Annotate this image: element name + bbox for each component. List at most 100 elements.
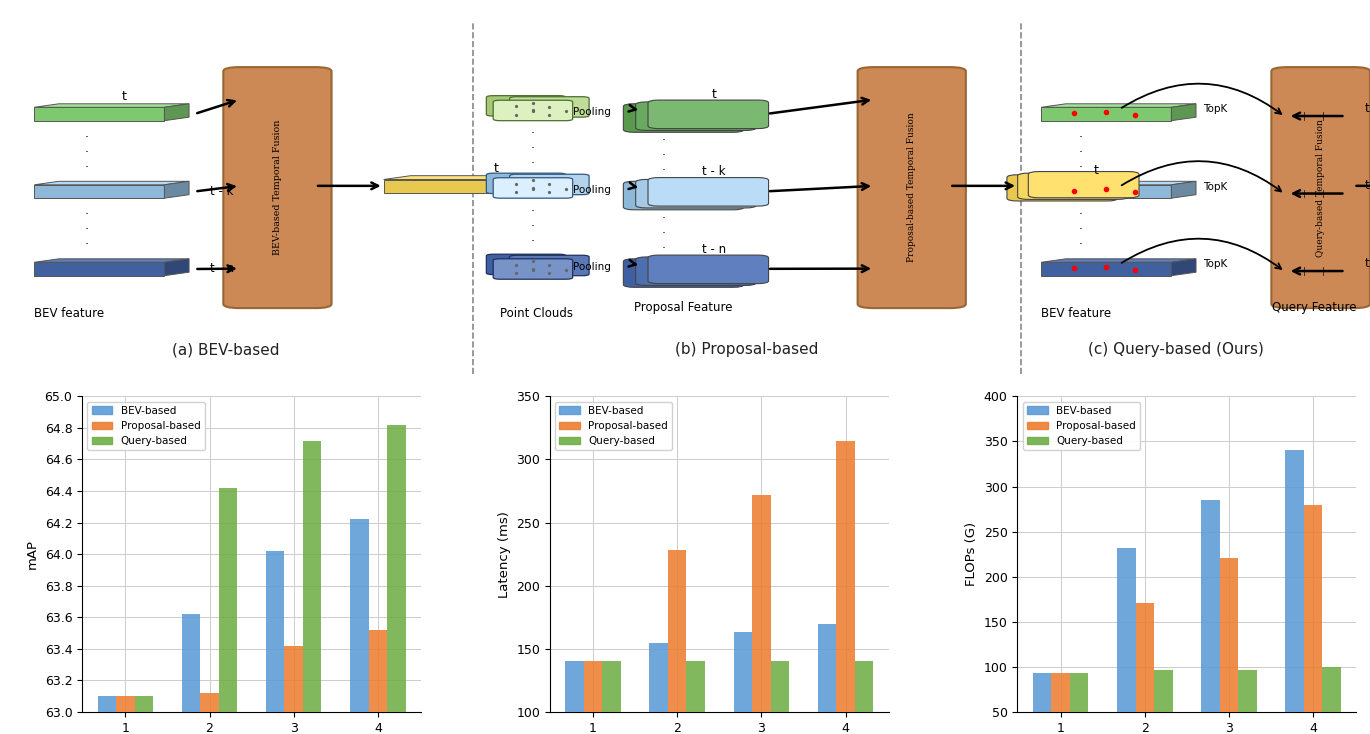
Bar [1201, 500, 1219, 734]
Bar [818, 624, 836, 734]
Bar [285, 646, 303, 734]
FancyBboxPatch shape [1284, 189, 1344, 197]
Text: Query-based Temporal Fusion: Query-based Temporal Fusion [1317, 119, 1325, 257]
FancyArrowPatch shape [1122, 239, 1281, 269]
Text: Proposal Feature: Proposal Feature [634, 301, 733, 314]
FancyBboxPatch shape [493, 259, 573, 279]
FancyBboxPatch shape [623, 181, 744, 210]
Bar [752, 495, 770, 734]
Text: t - n: t - n [210, 263, 234, 275]
Legend: BEV-based, Proposal-based, Query-based: BEV-based, Proposal-based, Query-based [88, 401, 204, 451]
Bar [603, 661, 621, 734]
Text: Point Clouds: Point Clouds [500, 308, 573, 321]
Y-axis label: FLOPs (G): FLOPs (G) [966, 522, 978, 586]
Text: t - n: t - n [1365, 257, 1370, 270]
Bar [649, 642, 669, 734]
Text: BEV-based Temporal Fusion: BEV-based Temporal Fusion [273, 120, 282, 255]
Polygon shape [1041, 181, 1196, 185]
FancyBboxPatch shape [1284, 112, 1344, 120]
Bar [669, 550, 686, 734]
Y-axis label: mAP: mAP [26, 539, 40, 569]
Text: t - k: t - k [1365, 179, 1370, 192]
Bar [1238, 669, 1256, 734]
FancyBboxPatch shape [486, 173, 566, 194]
Text: t: t [493, 162, 499, 175]
Text: ·
·
·: · · · [85, 208, 88, 251]
Polygon shape [164, 103, 189, 120]
Text: Pooling: Pooling [573, 262, 611, 272]
FancyBboxPatch shape [1029, 172, 1138, 197]
Y-axis label: Latency (ms): Latency (ms) [497, 511, 511, 597]
Bar [1117, 548, 1136, 734]
Bar [219, 488, 237, 734]
FancyBboxPatch shape [648, 255, 769, 283]
Polygon shape [164, 259, 189, 276]
Text: ·
·
·: · · · [532, 128, 534, 170]
Bar [1219, 558, 1238, 734]
Bar [1154, 670, 1173, 734]
Text: t - k: t - k [210, 185, 233, 198]
Polygon shape [1171, 103, 1196, 120]
FancyBboxPatch shape [636, 102, 756, 131]
Text: Pooling: Pooling [573, 107, 611, 117]
Text: ·
·
·: · · · [1078, 208, 1082, 251]
Polygon shape [384, 175, 553, 180]
Polygon shape [34, 259, 189, 262]
Polygon shape [1041, 107, 1171, 120]
Polygon shape [34, 181, 189, 185]
Bar [97, 697, 116, 734]
Bar [134, 697, 153, 734]
Polygon shape [1171, 259, 1196, 276]
Text: t - n: t - n [701, 243, 726, 255]
FancyBboxPatch shape [648, 178, 769, 206]
Bar [770, 661, 789, 734]
Bar [182, 614, 200, 734]
Bar [733, 633, 752, 734]
Bar [1051, 673, 1070, 734]
Bar [836, 440, 855, 734]
FancyBboxPatch shape [486, 254, 566, 275]
FancyBboxPatch shape [648, 100, 769, 128]
Polygon shape [34, 107, 164, 120]
Text: t - 1: t - 1 [1365, 102, 1370, 115]
Polygon shape [526, 175, 553, 193]
Text: ·
·
·: · · · [662, 134, 666, 178]
Text: t: t [122, 90, 126, 103]
FancyBboxPatch shape [493, 101, 573, 120]
Text: ·
·
·: · · · [85, 131, 88, 174]
Polygon shape [164, 181, 189, 198]
Text: TopK: TopK [1203, 182, 1228, 192]
FancyBboxPatch shape [510, 174, 589, 195]
FancyBboxPatch shape [1271, 67, 1370, 308]
Text: (b) Proposal-based: (b) Proposal-based [675, 342, 818, 357]
Bar [200, 693, 219, 734]
FancyBboxPatch shape [1007, 175, 1118, 201]
FancyBboxPatch shape [493, 178, 573, 198]
Text: BEV feature: BEV feature [1041, 308, 1111, 321]
Bar [1285, 451, 1304, 734]
Polygon shape [34, 103, 189, 107]
Polygon shape [1041, 262, 1171, 276]
Text: (c) Query-based (Ours): (c) Query-based (Ours) [1088, 342, 1263, 357]
Bar [388, 425, 406, 734]
FancyBboxPatch shape [1284, 267, 1344, 275]
Text: ·
·
·: · · · [662, 212, 666, 255]
Text: t: t [1095, 164, 1099, 177]
FancyArrowPatch shape [1122, 161, 1281, 192]
Bar [1033, 673, 1051, 734]
Text: t - k: t - k [701, 165, 726, 178]
FancyBboxPatch shape [623, 103, 744, 132]
Polygon shape [1041, 259, 1196, 262]
Polygon shape [1041, 185, 1171, 198]
Legend: BEV-based, Proposal-based, Query-based: BEV-based, Proposal-based, Query-based [1022, 401, 1140, 451]
FancyBboxPatch shape [636, 179, 756, 208]
Bar [1304, 504, 1322, 734]
Bar [855, 661, 873, 734]
FancyBboxPatch shape [510, 97, 589, 117]
FancyBboxPatch shape [636, 257, 756, 286]
Text: ·
·
·: · · · [532, 205, 534, 248]
Text: Query Feature: Query Feature [1271, 301, 1356, 314]
FancyBboxPatch shape [510, 255, 589, 276]
Text: Pooling: Pooling [573, 185, 611, 195]
Text: TopK: TopK [1203, 259, 1228, 269]
